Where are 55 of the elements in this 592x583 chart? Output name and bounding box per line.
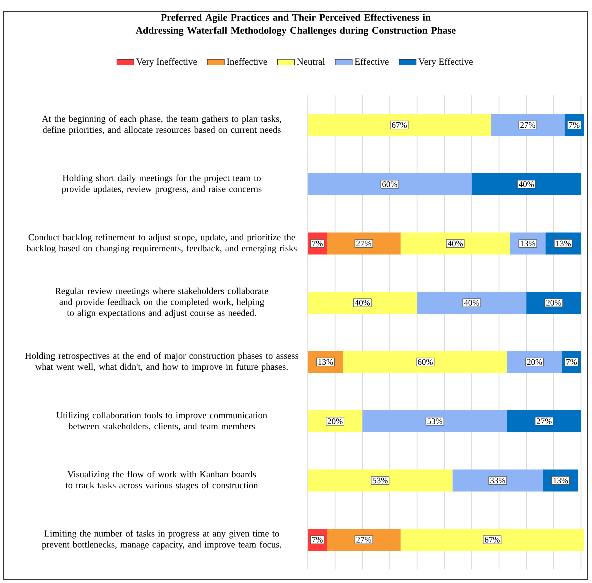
bar [452, 470, 544, 492]
data-label: 7% [569, 122, 580, 128]
data-label: 67% [485, 537, 500, 543]
y-tick-label: Conduct backlog refinement to adjust scope, update, and prioritize the backlog based on changing requirements, feedback, and emerging risks [26, 234, 297, 254]
bar [327, 232, 401, 255]
chart-title: Preferred Agile Practices and Their Perceived Effectiveness in Addressing Waterfall Methodology Challenges during Construction Phase [136, 14, 456, 36]
bar [400, 529, 584, 551]
data-label: 20% [527, 359, 542, 366]
bar [507, 410, 582, 432]
data-label: 7% [312, 240, 323, 247]
bar [417, 292, 527, 314]
data-label: 67% [392, 122, 408, 128]
legend-label: Very Effective [418, 58, 473, 68]
data-label: 53% [428, 418, 443, 424]
data-label: 60% [418, 359, 433, 366]
data-label: 33% [490, 478, 506, 484]
data-label: 27% [536, 418, 552, 424]
y-tick-label: Holding short daily meetings for the project team to provide updates, review progress, and raise concerns [62, 174, 262, 194]
y-tick-label: Visualizing the flow of work with Kanban boards to track tasks across various stages of construction [66, 470, 258, 490]
data-label: 13% [318, 359, 334, 366]
bar [308, 292, 418, 314]
bar [327, 529, 401, 551]
data-label: 27% [356, 240, 372, 247]
data-label: 13% [520, 240, 536, 247]
data-label: 27% [356, 537, 372, 543]
data-label: 53% [373, 478, 388, 484]
legend-label: Ineffective [227, 58, 268, 66]
bar [308, 114, 492, 136]
data-label: 40% [448, 240, 464, 247]
bar [308, 174, 472, 196]
data-label: 13% [556, 240, 571, 247]
legend-label: Very Ineffective [136, 58, 198, 68]
data-label: 27% [520, 122, 536, 128]
y-tick-label: Limiting the number of tasks in progress at any given time to prevent bottlenecks, manage capacity, and improve team focus. [42, 530, 282, 550]
data-label: 40% [519, 182, 534, 188]
legend-label: Effective [354, 58, 389, 66]
data-label: 40% [464, 300, 480, 306]
y-tick-label: Utilizing collaboration tools to improve communication between stakeholders, clients, and team members [56, 412, 268, 431]
data-label: 60% [382, 182, 398, 188]
bar [400, 232, 510, 255]
y-tick-label: At the beginning of each phase, the team gathers to plan tasks, define priorities, and allocate resources based on current needs [42, 116, 282, 135]
data-label: 7% [312, 537, 323, 543]
bar [344, 351, 508, 374]
data-label: 40% [355, 300, 370, 306]
bar [472, 174, 582, 196]
y-tick-label: Holding retrospectives at the end of major construction phases to assess what went well, what didn't, and how to improve in future phases. [25, 352, 299, 372]
bar [308, 470, 453, 492]
y-tick-label: Regular review meetings where stakeholders collaborate and provide feedback on the completed work, helping to align expectations and adjust course as needed. [55, 288, 268, 318]
legend-label: Neutral [297, 58, 326, 66]
bar [362, 410, 508, 432]
data-label: 20% [546, 300, 562, 306]
bar [491, 114, 565, 136]
data-label: 7% [566, 359, 578, 366]
data-label: 13% [554, 478, 568, 484]
data-label: 20% [328, 418, 343, 424]
